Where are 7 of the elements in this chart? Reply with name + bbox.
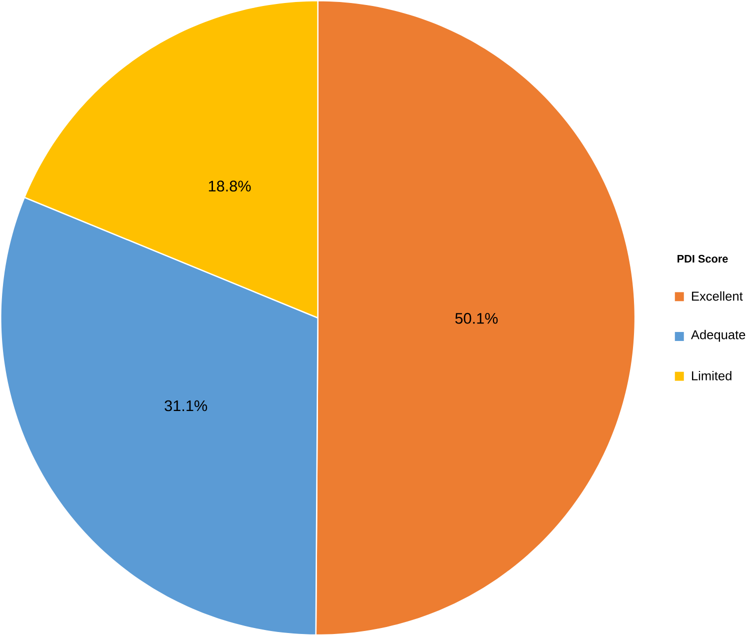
data-label: 18.8% (208, 180, 251, 192)
data-label: 31.1% (164, 400, 208, 412)
legend-label: Excellent (692, 291, 743, 301)
data-label: 50.1% (455, 313, 498, 324)
legend-label: Adequate (690, 330, 746, 342)
legend-title: PDI Score (678, 255, 728, 263)
legend-label: Limited (692, 371, 732, 380)
